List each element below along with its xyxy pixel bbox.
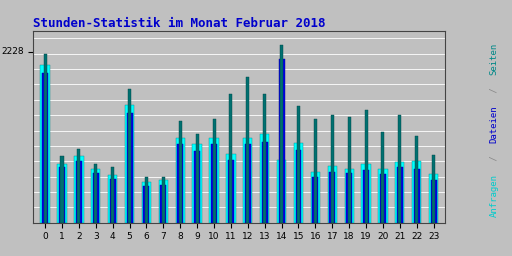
Bar xyxy=(60,156,63,223)
Bar xyxy=(142,182,151,223)
Bar xyxy=(179,121,182,223)
Bar xyxy=(209,138,219,223)
Bar xyxy=(398,115,401,223)
Bar xyxy=(59,167,65,223)
Bar xyxy=(365,110,368,223)
Bar xyxy=(397,167,403,223)
Bar xyxy=(243,138,252,223)
Bar xyxy=(212,119,216,223)
Bar xyxy=(162,177,165,223)
Bar xyxy=(77,149,80,223)
Text: /: / xyxy=(489,150,499,166)
Bar xyxy=(111,167,114,223)
Bar xyxy=(145,177,148,223)
Bar xyxy=(177,144,183,223)
Bar xyxy=(431,180,437,223)
Bar xyxy=(57,164,67,223)
Bar xyxy=(245,144,251,223)
Text: Stunden-Statistik im Monat Februar 2018: Stunden-Statistik im Monat Februar 2018 xyxy=(33,17,326,29)
Bar xyxy=(143,186,150,223)
Bar xyxy=(346,173,352,223)
Bar xyxy=(328,166,337,223)
Text: Seiten: Seiten xyxy=(489,43,499,75)
Bar xyxy=(277,160,286,223)
Bar xyxy=(262,142,268,223)
Bar xyxy=(42,73,48,223)
Bar xyxy=(159,180,168,223)
Bar xyxy=(414,169,420,223)
Bar xyxy=(196,134,199,223)
Bar xyxy=(412,161,421,223)
Bar xyxy=(294,143,303,223)
Bar xyxy=(126,113,133,223)
Text: Anfragen: Anfragen xyxy=(489,174,499,217)
Bar xyxy=(194,151,200,223)
Bar xyxy=(229,94,232,223)
Text: Dateien: Dateien xyxy=(489,105,499,143)
Bar xyxy=(91,169,100,223)
Bar xyxy=(263,94,266,223)
Bar xyxy=(312,177,318,223)
Bar xyxy=(40,65,50,223)
Bar xyxy=(363,170,369,223)
Bar xyxy=(415,136,418,223)
Bar xyxy=(76,161,82,223)
Bar xyxy=(348,117,351,223)
Bar xyxy=(432,155,435,223)
Bar xyxy=(93,173,99,223)
Bar xyxy=(108,175,117,223)
Bar xyxy=(361,164,371,223)
Bar xyxy=(345,169,354,223)
Bar xyxy=(226,154,236,223)
Bar xyxy=(176,138,185,223)
Bar xyxy=(314,119,317,223)
Bar xyxy=(380,174,386,223)
Bar xyxy=(128,89,131,223)
Bar xyxy=(295,150,302,223)
Bar xyxy=(44,54,47,223)
Bar xyxy=(260,134,269,223)
Bar xyxy=(329,172,335,223)
Bar xyxy=(160,185,166,223)
Bar xyxy=(211,144,217,223)
Bar xyxy=(311,172,320,223)
Bar xyxy=(246,77,249,223)
Bar xyxy=(193,144,202,223)
Text: /: / xyxy=(489,82,499,98)
Bar xyxy=(110,179,116,223)
Bar xyxy=(74,156,83,223)
Bar xyxy=(395,162,404,223)
Bar xyxy=(279,59,285,223)
Bar xyxy=(429,174,438,223)
Bar xyxy=(297,106,300,223)
Bar xyxy=(331,115,334,223)
Bar xyxy=(381,132,385,223)
Bar xyxy=(94,164,97,223)
Bar xyxy=(378,169,388,223)
Bar xyxy=(280,45,283,223)
Bar xyxy=(228,160,234,223)
Bar xyxy=(125,105,134,223)
